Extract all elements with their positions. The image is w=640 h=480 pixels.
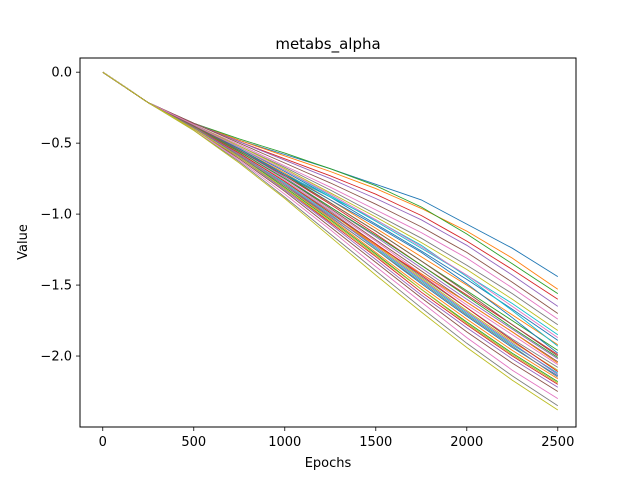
x-axis: 0 500 1000 1500 2000 2500 bbox=[99, 427, 574, 450]
series-line bbox=[102, 71, 559, 384]
x-tick-label: 0 bbox=[99, 435, 107, 450]
x-tick-label: 2500 bbox=[541, 435, 574, 450]
y-tick-label: 0.0 bbox=[51, 66, 72, 81]
y-axis: 0.0 −0.5 −1.0 −1.5 −2.0 bbox=[40, 66, 80, 365]
series-line bbox=[102, 71, 559, 378]
x-tick-label: 2000 bbox=[450, 435, 483, 450]
y-axis-label: Value bbox=[16, 224, 31, 260]
x-tick-label: 1500 bbox=[359, 435, 392, 450]
y-tick-label: −2.0 bbox=[40, 350, 72, 365]
x-tick-label: 500 bbox=[181, 435, 206, 450]
y-tick-label: −1.5 bbox=[40, 279, 72, 294]
series-line bbox=[102, 71, 559, 314]
x-axis-label: Epochs bbox=[305, 456, 352, 471]
series-line bbox=[102, 71, 559, 357]
x-tick-label: 1000 bbox=[268, 435, 301, 450]
y-tick-label: −1.0 bbox=[40, 208, 72, 223]
series-layer bbox=[102, 71, 559, 411]
y-tick-label: −0.5 bbox=[40, 137, 72, 152]
series-line bbox=[102, 71, 559, 411]
plot-frame bbox=[79, 57, 577, 428]
series-line bbox=[102, 71, 559, 338]
chart-title: metabs_alpha bbox=[275, 35, 380, 54]
